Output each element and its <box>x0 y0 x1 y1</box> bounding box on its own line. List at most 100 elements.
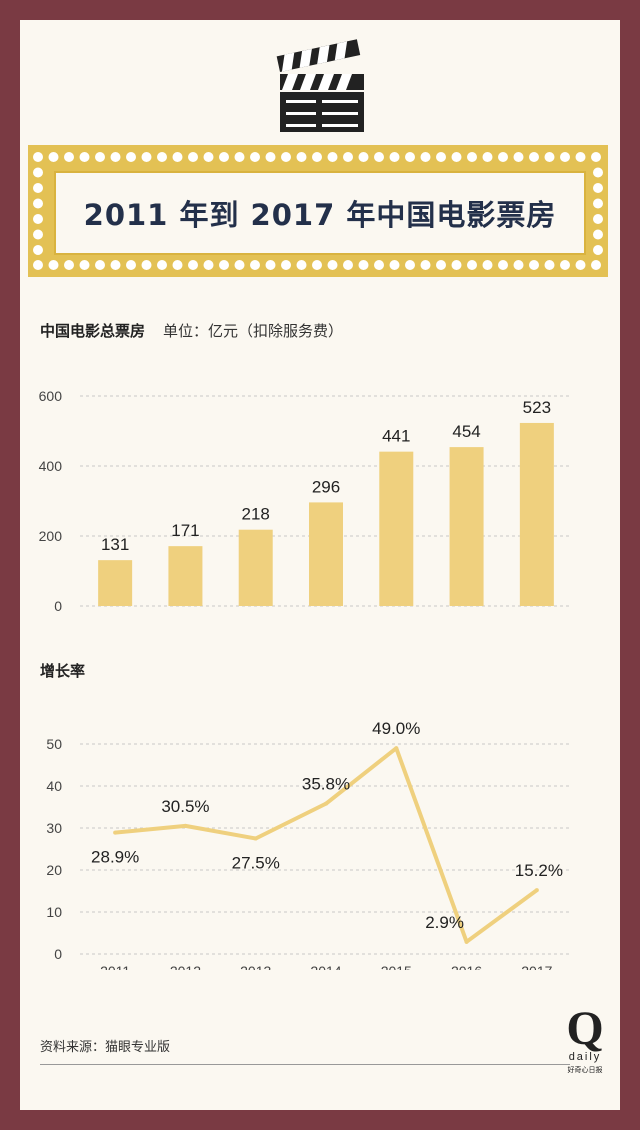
bulb <box>591 152 601 162</box>
logo-sub: 好奇心日报 <box>568 1065 603 1074</box>
data-label: 27.5% <box>232 854 280 873</box>
data-label: 28.9% <box>91 848 139 867</box>
bar-chart-unit: 单位：亿元（扣除服务费） <box>163 322 344 340</box>
bar-chart-title: 中国电影总票房 <box>40 322 146 340</box>
bulb <box>296 260 307 270</box>
bulb <box>64 152 74 162</box>
clapperboard-icon <box>276 39 364 132</box>
data-label: 454 <box>452 422 480 441</box>
x-tick-label: 2015 <box>381 963 412 970</box>
bulb <box>420 152 431 162</box>
chart-title: 2011 年到 2017 年中国电影票房 <box>83 198 557 232</box>
bulb <box>79 260 90 270</box>
bulb <box>593 229 603 240</box>
bulb <box>33 229 43 240</box>
bulb <box>126 260 136 270</box>
bulb <box>575 260 586 270</box>
bulb <box>327 152 338 162</box>
bulb <box>296 152 307 162</box>
data-label: 523 <box>523 398 551 417</box>
data-point <box>324 801 328 806</box>
bulb <box>482 260 493 270</box>
x-tick-label: 2013 <box>240 963 271 970</box>
bulb <box>529 152 539 162</box>
line-chart-header: 增长率 <box>40 660 103 681</box>
data-label: 49.0% <box>372 719 420 738</box>
bulb <box>312 260 322 270</box>
bulb <box>234 152 245 162</box>
x-tick-label: 2012 <box>170 963 201 970</box>
bulb <box>48 152 59 162</box>
bulb <box>172 152 183 162</box>
bulb <box>389 260 400 270</box>
bulb <box>544 152 555 162</box>
bulb <box>188 152 198 162</box>
bulb <box>405 152 415 162</box>
bulb <box>141 260 152 270</box>
bulb <box>250 260 260 270</box>
logo-word: daily <box>569 1051 602 1063</box>
bulb <box>529 260 539 270</box>
bulb <box>374 260 384 270</box>
bulb <box>141 152 152 162</box>
data-point <box>464 939 469 944</box>
data-point <box>253 836 258 841</box>
bulb <box>126 152 136 162</box>
x-tick-label: 2011 <box>100 617 130 620</box>
data-point <box>394 746 399 751</box>
bulb <box>358 152 369 162</box>
y-tick-label: 50 <box>46 736 62 752</box>
bulb <box>343 152 353 162</box>
bulb <box>33 214 43 224</box>
bulb <box>374 152 384 162</box>
bulb <box>250 152 260 162</box>
qdaily-logo: Q daily 好奇心日报 <box>566 1002 603 1074</box>
bar <box>168 546 203 606</box>
data-label: 171 <box>171 521 199 540</box>
bulb <box>203 152 214 162</box>
y-tick-label: 40 <box>46 778 62 794</box>
data-label: 15.2% <box>515 861 563 880</box>
bulb <box>560 152 570 162</box>
bar <box>449 447 484 606</box>
line-chart: 0 10 20 30 40 50 28.9% 2011 30.5% 2012 27.5% 2013 35… <box>46 719 572 970</box>
y-tick-label: 600 <box>39 388 63 404</box>
data-label: 35.8% <box>302 775 350 794</box>
bulb <box>451 260 462 270</box>
bar <box>238 529 273 606</box>
bulb <box>560 260 570 270</box>
bulb <box>33 198 43 209</box>
bulb <box>33 152 43 162</box>
data-label: 131 <box>101 535 129 554</box>
data-point <box>183 823 188 828</box>
bar <box>519 422 554 606</box>
x-tick-label: 2013 <box>240 617 271 620</box>
x-tick-label: 2017 <box>521 963 552 970</box>
bulb <box>544 260 555 270</box>
line-chart-title: 增长率 <box>40 662 86 680</box>
bar <box>309 502 343 606</box>
divider <box>40 1064 570 1065</box>
bulb <box>312 152 322 162</box>
bulb <box>172 260 183 270</box>
bulb <box>593 198 603 209</box>
bulb <box>436 152 446 162</box>
bulb <box>327 260 338 270</box>
infographic-page: 2011 年到 2017 年中国电影票房 中国电影总票房 单位：亿元（扣除服务费）… <box>20 20 620 1110</box>
bulb <box>513 260 524 270</box>
x-tick-label: 2015 <box>381 617 412 620</box>
bulb <box>281 152 291 162</box>
x-tick-label: 2011 <box>100 963 130 970</box>
bulb <box>591 260 601 270</box>
bulb <box>593 214 603 224</box>
bulb <box>358 260 369 270</box>
bulb <box>467 152 477 162</box>
bulb <box>33 167 43 178</box>
bulb <box>95 152 105 162</box>
bulb <box>95 260 105 270</box>
bulb <box>281 260 291 270</box>
bar <box>98 560 133 606</box>
data-label: 218 <box>242 505 270 524</box>
y-tick-label: 200 <box>39 528 63 544</box>
bar-chart: 0 200 400 600 131 2011 171 2012 218 2013 296 2014 44… <box>39 388 572 620</box>
